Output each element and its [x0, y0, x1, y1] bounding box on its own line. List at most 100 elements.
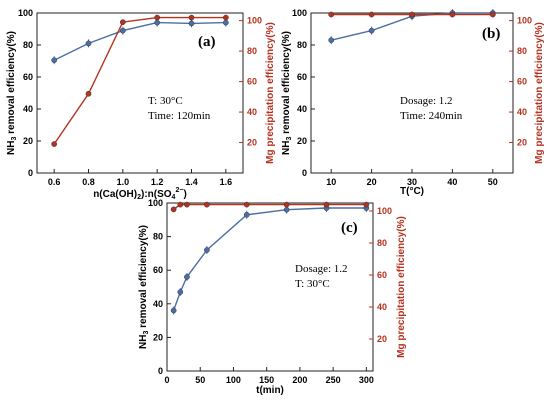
panel-c-ytick-left-label: 80: [153, 232, 163, 242]
panel-b-series-red-point: [489, 11, 496, 18]
panel-b-marks: [328, 9, 496, 45]
panel-a-label: (a): [198, 34, 216, 50]
panel-c-series-blue-point: [184, 274, 190, 280]
panel-c-series-blue-point: [170, 307, 177, 314]
panel-c-ytick-right-label: 20: [377, 334, 387, 344]
panel-c-ylabel-left: NH3 removal efficiency(%): [138, 225, 150, 349]
panel-a-xtick-label: 1.6: [220, 177, 233, 187]
panel-c-note-dosage: Dosage: 1.2: [295, 263, 348, 275]
panel-b-series-blue-point: [368, 27, 375, 34]
panel-c-series-red-point: [283, 201, 290, 208]
panel-a-ticks: 0.6 0.8 1.0 1.2 1.4 1.6 0 20 40 60 80 100 20 40 60 80 10…: [18, 8, 262, 187]
panel-a-marks: [51, 14, 229, 147]
panel-a-series-blue-point: [154, 19, 161, 26]
panel-b-ytick-right-label: 80: [517, 46, 527, 56]
panel-c-frame: [166, 202, 374, 372]
panel-a-note-time: Time: 120min: [148, 110, 211, 122]
panel-c-ytick-left-label: 20: [153, 332, 163, 342]
panel-a-ytick-right-label: 100: [247, 16, 262, 26]
panel-c-xtick-label: 0: [164, 375, 169, 385]
panel-b-xtick-label: 20: [367, 177, 377, 187]
panel-c-xtick-label: 200: [292, 375, 307, 385]
panel-b-label: (b): [482, 26, 500, 42]
panel-c-series-red-point: [177, 201, 184, 208]
panel-a-series-blue-point: [188, 20, 195, 27]
panel-c-ytick-left-label: 60: [153, 265, 163, 275]
panel-a-series-red-point: [119, 19, 126, 25]
panel-b-ytick-left-label: 40: [297, 104, 307, 114]
panel-c-ticks: 0 50 100 150 200 250 300 0 20 40 60 80 100 20 40 60 80 10…: [148, 198, 392, 385]
panel-c-xtick-label: 250: [326, 375, 341, 385]
panel-b-ytick-left-label: 20: [297, 136, 307, 146]
panel-a-ytick-right-label: 80: [247, 46, 257, 56]
panel-a-xtick-label: 1.2: [151, 177, 164, 187]
panel-a-xtick-label: 0.8: [82, 177, 95, 187]
panel-c-series-red-point: [184, 201, 190, 208]
panel-c-ytick-left-label: 40: [153, 299, 163, 309]
panel-a-ylabel-right: Mg precipitation efficiency(%): [265, 22, 276, 164]
panel-c-xlabel: t(min): [256, 385, 284, 396]
panel-c-ytick-left-label: 100: [148, 198, 163, 208]
panel-b-ytick-right-label: 60: [517, 77, 527, 87]
panel-c-ytick-right-label: 60: [377, 270, 387, 280]
panel-a-ytick-right-label: 60: [247, 77, 257, 87]
panel-c: (c) Dosage: 1.2 T: 30°C t(min) NH3 remov…: [138, 198, 407, 396]
panel-c-marks: [170, 201, 370, 315]
panel-a-series-red-point: [85, 90, 92, 97]
panel-a-frame: [36, 12, 244, 174]
panel-b-note-time: Time: 240min: [400, 110, 463, 122]
panel-a-series-blue-line: [53, 21, 226, 61]
panel-c-ytick-right-label: 40: [377, 302, 387, 312]
panel-a-series-red-line: [53, 16, 226, 145]
panel-a-series-red-point: [51, 141, 58, 147]
panel-a-ytick-left-label: 0: [28, 168, 33, 178]
panel-b-ytick-left-label: 100: [292, 8, 307, 18]
panel-a-xtick-label: 0.6: [48, 177, 61, 187]
panel-a-ytick-left-label: 60: [23, 72, 33, 82]
panel-a-xtick-label: 1.0: [117, 177, 130, 187]
panel-b-ylabel-right: Mg precipitation efficiency(%): [534, 22, 545, 164]
panel-b-ytick-right-label: 40: [517, 107, 527, 117]
panel-a-ytick-right-label: 40: [247, 107, 257, 117]
panel-c-series-red-point: [243, 201, 250, 208]
panel-c-ytick-right-label: 80: [377, 238, 387, 248]
panel-c-series-blue-point: [177, 289, 184, 295]
panel-a-series-red-point: [188, 14, 195, 21]
panel-c-series-blue-point: [204, 247, 210, 253]
panel-b-xtick-label: 30: [407, 177, 417, 187]
panel-b: (b) Dosage: 1.2 Time: 240min T(°C) NH3 r…: [281, 8, 545, 197]
panel-b-xtick-label: 40: [447, 177, 457, 187]
panel-a: (a) T: 30°C Time: 120min n(Ca(OH)2):n(SO…: [6, 8, 276, 201]
panel-a-ylabel-left: NH3 removal efficiency(%): [6, 31, 18, 155]
panel-a-note-temp: T: 30°C: [148, 95, 183, 107]
panel-a-ytick-right-label: 20: [247, 138, 257, 148]
panel-a-series-blue-point: [222, 19, 229, 26]
panel-b-ytick-right-label: 100: [517, 16, 532, 26]
panel-c-series-red-point: [170, 206, 177, 213]
panel-c-ylabel-right: Mg precipitation efficiency(%): [396, 216, 407, 358]
panel-a-ytick-left-label: 80: [23, 40, 33, 50]
panel-c-series-blue-point: [283, 206, 290, 213]
panel-c-series-blue-point: [243, 211, 250, 218]
panel-a-xlabel: n(Ca(OH)2):n(SO42−): [93, 187, 187, 201]
panel-a-series-blue-point: [85, 40, 92, 47]
panel-a-series-red-point: [222, 14, 229, 21]
panel-b-xtick-label: 10: [326, 177, 336, 187]
panel-c-series-blue-line: [172, 207, 367, 311]
panel-c-xtick-label: 100: [226, 375, 241, 385]
panel-c-note-temp: T: 30°C: [295, 278, 330, 290]
panel-a-series-blue-point: [51, 57, 58, 64]
panel-c-label: (c): [341, 220, 358, 236]
panel-c-xtick-label: 300: [359, 375, 374, 385]
panel-a-ytick-left-label: 20: [23, 136, 33, 146]
panel-b-ticks: 10 20 30 40 50 0 20 40 60 80 100 20 40 60 80 100: [292, 8, 532, 187]
panel-a-ytick-left-label: 40: [23, 104, 33, 114]
panel-b-ylabel-left: NH3 removal efficiency(%): [281, 31, 293, 155]
panel-b-series-red-point: [409, 11, 415, 18]
panel-b-series-red-point: [328, 11, 335, 18]
panel-a-series-red-point: [154, 14, 161, 21]
panel-a-xtick-label: 1.4: [185, 177, 198, 187]
panel-b-xlabel: T(°C): [400, 186, 424, 197]
panel-c-series-red-point: [323, 201, 330, 208]
